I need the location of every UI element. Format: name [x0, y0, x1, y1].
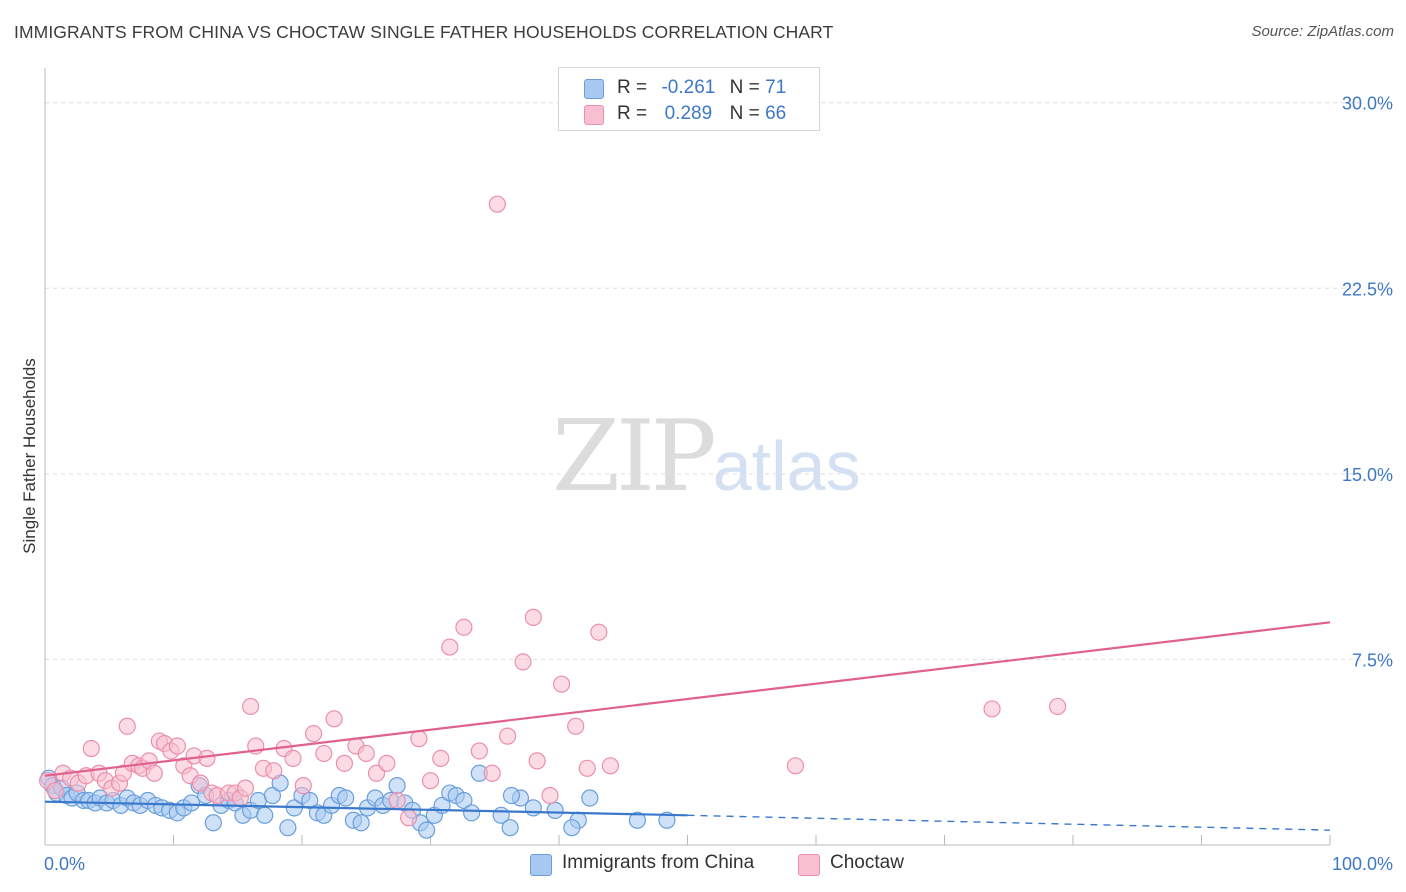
legend-swatch-china: [584, 79, 604, 99]
trend-line-extension-immigrants-from-china: [687, 814, 1331, 831]
watermark-atlas: atlas: [712, 427, 861, 505]
watermark-zip: ZIP: [552, 400, 717, 514]
r-value-china: -0.261: [661, 77, 716, 98]
y-tick-label: 15.0%: [1342, 465, 1393, 485]
data-point-immigrants-from-china: [204, 814, 222, 832]
n-label: N =: [729, 77, 760, 98]
data-point-choctaw: [367, 764, 386, 782]
data-point-choctaw: [470, 742, 488, 760]
r-label: R =: [617, 77, 648, 98]
n-label: N =: [729, 103, 760, 124]
data-point-choctaw: [455, 618, 473, 636]
data-point-choctaw: [590, 623, 608, 641]
data-point-choctaw: [432, 749, 450, 768]
n-value-choctaw: 66: [765, 103, 787, 124]
data-point-immigrants-from-china: [352, 814, 370, 832]
data-point-choctaw: [524, 608, 542, 626]
data-point-choctaw: [378, 754, 396, 772]
r-label: R =: [617, 103, 648, 124]
data-point-choctaw: [315, 744, 333, 763]
data-point-immigrants-from-china: [502, 786, 521, 805]
x-tick-label-max: 100.0%: [1332, 854, 1393, 874]
data-point-choctaw: [441, 638, 459, 656]
data-point-immigrants-from-china: [658, 811, 676, 829]
data-point-choctaw: [421, 772, 440, 790]
data-point-choctaw: [357, 744, 375, 763]
data-point-immigrants-from-china: [546, 801, 564, 819]
trend-line-immigrants-from-china: [44, 800, 688, 817]
data-point-choctaw: [400, 809, 418, 827]
r-value-choctaw: 0.289: [664, 103, 713, 124]
data-point-choctaw: [488, 195, 506, 213]
data-point-immigrants-from-china: [581, 789, 599, 807]
x-tick-label-min: 0.0%: [44, 854, 85, 874]
data-point-choctaw: [388, 791, 406, 810]
data-point-choctaw: [335, 754, 354, 772]
correlation-legend: R = -0.261 N = 71 R = 0.289 N = 66: [558, 67, 820, 131]
data-point-choctaw: [304, 725, 323, 743]
chart-title: IMMIGRANTS FROM CHINA VS CHOCTAW SINGLE …: [14, 22, 834, 42]
data-point-immigrants-from-china: [501, 819, 519, 837]
data-point-choctaw: [567, 717, 585, 735]
watermark: ZIPatlas: [552, 400, 861, 514]
legend-row-choctaw: R = 0.289 N = 66: [559, 101, 819, 127]
data-point-choctaw: [242, 697, 260, 716]
bottom-swatch-choctaw: [798, 854, 820, 876]
bottom-label-choctaw: Choctaw: [830, 852, 904, 873]
legend-text-china: R = -0.261 N = 71: [617, 77, 786, 99]
data-point-choctaw: [541, 786, 559, 805]
bottom-swatch-china: [530, 854, 552, 876]
legend-swatch-choctaw: [584, 105, 604, 125]
data-point-choctaw: [1048, 697, 1067, 716]
data-point-choctaw: [145, 764, 163, 782]
data-point-immigrants-from-china: [418, 821, 436, 839]
n-value-china: 71: [765, 77, 787, 98]
bottom-label-china: Immigrants from China: [562, 852, 755, 873]
data-point-choctaw: [46, 781, 64, 800]
data-point-choctaw: [983, 700, 1001, 718]
data-point-immigrants-from-china: [337, 789, 355, 807]
data-point-immigrants-from-china: [256, 806, 274, 824]
data-point-choctaw: [483, 764, 501, 782]
data-point-choctaw: [198, 749, 216, 768]
data-point-choctaw: [786, 757, 805, 775]
y-tick-label: 7.5%: [1352, 650, 1393, 670]
data-point-immigrants-from-china: [279, 819, 297, 837]
trend-line-choctaw: [44, 621, 1331, 777]
data-point-immigrants-from-china: [628, 811, 646, 829]
source-credit: Source: ZipAtlas.com: [1251, 23, 1394, 40]
data-point-immigrants-from-china: [524, 799, 542, 817]
data-point-choctaw: [191, 774, 210, 792]
data-point-choctaw: [118, 717, 136, 735]
data-point-immigrants-from-china: [563, 819, 581, 837]
data-point-immigrants-from-china: [388, 777, 406, 795]
data-point-choctaw: [601, 757, 620, 775]
data-point-choctaw: [236, 779, 255, 797]
data-point-choctaw: [294, 777, 312, 795]
data-point-immigrants-from-china: [182, 794, 201, 812]
data-point-choctaw: [528, 752, 546, 770]
data-point-choctaw: [552, 675, 571, 693]
legend-row-china: R = -0.261 N = 71: [559, 75, 819, 101]
y-tick-label: 22.5%: [1342, 279, 1393, 299]
data-point-immigrants-from-china: [301, 791, 319, 810]
data-point-choctaw: [168, 737, 186, 755]
data-point-choctaw: [578, 759, 596, 777]
data-point-immigrants-from-china: [263, 786, 282, 805]
data-point-choctaw: [325, 710, 343, 728]
data-point-choctaw: [514, 653, 532, 671]
data-point-choctaw: [499, 727, 517, 745]
data-point-choctaw: [265, 762, 283, 780]
y-tick-label: 30.0%: [1342, 94, 1393, 114]
data-point-immigrants-from-china: [463, 804, 481, 822]
legend-text-choctaw: R = 0.289 N = 66: [617, 103, 786, 125]
data-point-choctaw: [284, 749, 302, 768]
data-point-choctaw: [82, 739, 100, 758]
data-point-immigrants-from-china: [455, 791, 473, 810]
data-point-choctaw: [410, 730, 428, 748]
